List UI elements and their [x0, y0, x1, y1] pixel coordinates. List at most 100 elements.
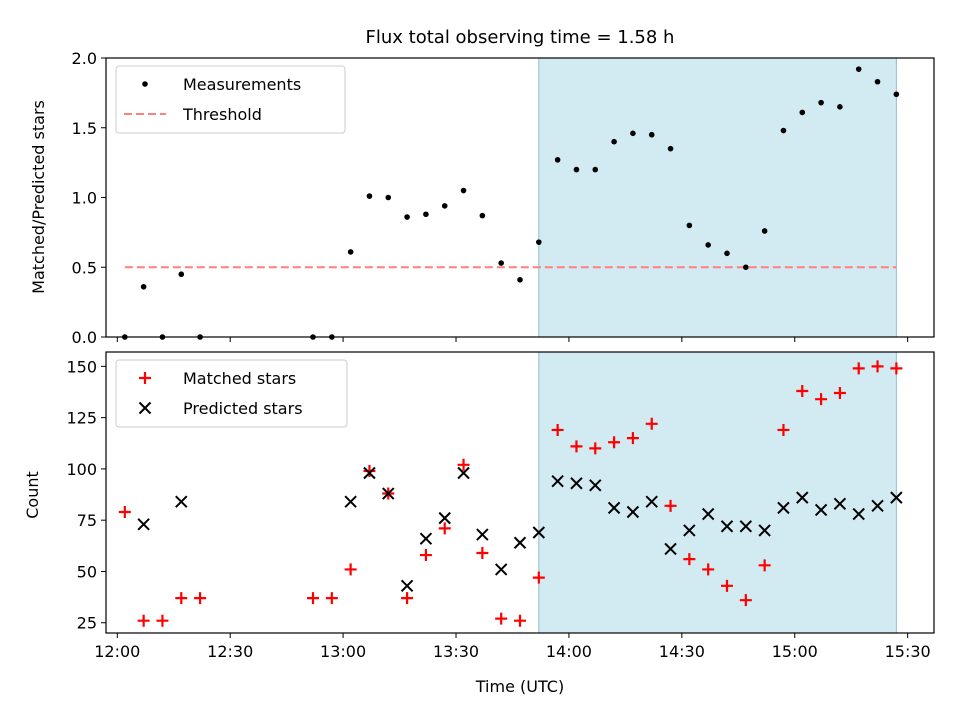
y-tick-label: 150 — [66, 357, 97, 376]
measurement-point — [479, 212, 486, 219]
matched-star-point — [156, 614, 169, 627]
predicted-star-point — [344, 495, 357, 508]
matched-star-point — [325, 592, 338, 605]
matched-star-point — [796, 384, 809, 397]
predicted-star-point — [701, 507, 715, 521]
predicted-star-point — [551, 475, 564, 488]
y-tick-label: 0.5 — [72, 258, 97, 277]
measurement-point — [780, 127, 787, 134]
matched-star-point — [815, 393, 828, 406]
matched-star-point — [683, 553, 696, 566]
predicted-star-point — [419, 532, 433, 545]
matched-star-point — [645, 417, 658, 430]
predicted-star-point — [758, 524, 771, 537]
legend-label: Measurements — [183, 75, 301, 94]
matched-star-point — [852, 362, 865, 375]
matched-star-point — [608, 436, 621, 449]
predicted-star-point — [720, 520, 734, 533]
measurement-point — [761, 228, 768, 234]
chart-title: Flux total observing time = 1.58 h — [366, 27, 675, 48]
matched-star-point — [118, 505, 131, 518]
measurement-point — [648, 131, 655, 138]
x-tick-label: 13:30 — [433, 642, 479, 661]
measurement-point — [517, 277, 523, 283]
predicted-star-point — [626, 505, 640, 519]
y-tick-label: 1.0 — [72, 189, 97, 208]
legend-matched-marker — [139, 372, 151, 384]
measurement-point — [724, 250, 730, 257]
measurement-point — [743, 264, 749, 271]
measurement-point — [140, 283, 147, 290]
measurement-point — [423, 211, 429, 218]
measurement-point — [441, 203, 448, 209]
predicted-star-point — [382, 487, 395, 500]
legend-box — [115, 65, 346, 134]
matched-star-point — [739, 594, 752, 607]
predicted-star-point — [683, 524, 696, 537]
matched-star-point — [363, 464, 376, 477]
y-tick-label: 75 — [77, 511, 97, 530]
matched-star-point — [457, 458, 470, 471]
matched-star-point — [175, 592, 188, 605]
y-tick-label: 50 — [77, 562, 97, 581]
measurement-point — [630, 130, 636, 137]
predicted-star-point — [664, 542, 677, 556]
matched-star-point — [137, 614, 150, 627]
matched-star-point — [890, 362, 903, 375]
predicted-star-point — [513, 536, 527, 549]
bottom-panel: 12:00 12:30 13:00 13:30 14:00 14:30 15:00 15:30… — [66, 351, 935, 661]
measurement-point — [611, 138, 617, 145]
matched-star-point — [307, 592, 319, 605]
measurement-point — [460, 187, 467, 194]
predicted-star-point — [438, 511, 451, 525]
matched-star-point — [532, 571, 545, 584]
measurement-point — [178, 271, 185, 278]
x-axis-label: Time (UTC) — [475, 677, 564, 696]
legend-label: Matched stars — [183, 369, 296, 388]
predicted-star-point — [175, 495, 188, 508]
matched-star-point — [758, 559, 771, 572]
measurement-point — [592, 166, 599, 173]
bottom-y-axis-label: Count — [23, 471, 42, 519]
y-tick-label: 2.0 — [72, 49, 97, 68]
predicted-star-point — [457, 466, 470, 480]
x-tick-label: 14:00 — [546, 642, 592, 661]
measurement-point — [347, 249, 354, 255]
matched-star-point — [589, 442, 602, 455]
measurement-point — [893, 91, 900, 98]
matched-star-point — [401, 592, 414, 605]
matched-star-point — [419, 549, 432, 562]
matched-star-point — [702, 563, 715, 576]
x-tick-label: 15:00 — [772, 642, 818, 661]
predicted-star-point — [739, 520, 753, 533]
matched-star-point — [514, 614, 526, 627]
matched-star-point — [551, 423, 564, 436]
measurement-point — [667, 145, 674, 152]
y-tick-label: 125 — [66, 409, 97, 428]
x-tick-label: 15:30 — [885, 642, 931, 661]
top-panel: 0.0 0.5 1.0 1.5 2.0 Measurements Threshold — [72, 49, 935, 347]
measurement-point — [573, 166, 580, 173]
x-tick-label: 14:30 — [659, 642, 705, 661]
matched-star-point — [721, 579, 733, 592]
x-tick-label: 12:30 — [207, 642, 253, 661]
axes-frame — [105, 351, 935, 634]
predicted-star-point — [852, 507, 865, 521]
matched-star-point — [438, 522, 451, 535]
matched-star-point — [476, 547, 489, 560]
top-y-axis-label: Matched/Predicted stars — [29, 100, 48, 294]
predicted-star-point — [890, 491, 903, 504]
measurement-point — [837, 104, 843, 110]
legend-label: Predicted stars — [183, 399, 303, 418]
measurement-point — [536, 239, 542, 245]
predicted-star-point — [589, 479, 602, 492]
predicted-star-point — [607, 501, 621, 515]
matched-star-point — [871, 360, 884, 373]
y-tick-label: 1.5 — [72, 119, 97, 138]
measurement-point — [404, 214, 410, 220]
measurement-point — [855, 66, 862, 72]
legend-measurement-marker — [142, 81, 148, 87]
measurement-point — [366, 193, 373, 199]
matched-star-point — [777, 423, 790, 436]
